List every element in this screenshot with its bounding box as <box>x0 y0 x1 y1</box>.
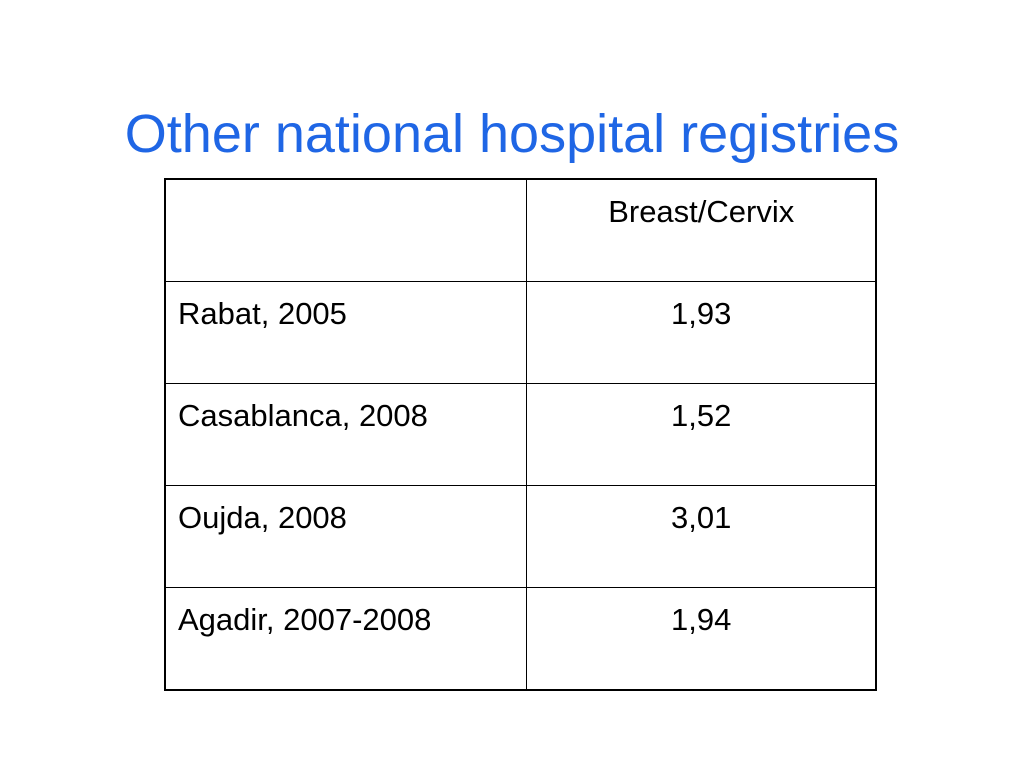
row-value-cell: 1,94 <box>526 587 878 691</box>
slide-title: Other national hospital registries <box>124 104 900 165</box>
row-value: 1,52 <box>671 398 732 433</box>
row-label: Casablanca, 2008 <box>178 398 428 433</box>
column-header-breast-cervix: Breast/Cervix <box>608 194 795 229</box>
row-label-cell: Oujda, 2008 <box>164 485 528 588</box>
row-label: Agadir, 2007-2008 <box>178 602 432 637</box>
table-corner-text <box>166 180 526 194</box>
row-value-cell: 3,01 <box>526 485 878 588</box>
registry-table: Breast/Cervix Rabat, 2005 1,93 Casablanc… <box>164 178 878 691</box>
row-label-cell: Casablanca, 2008 <box>164 383 528 486</box>
table-row: Oujda, 2008 3,01 <box>164 485 878 588</box>
row-value: 1,93 <box>671 296 732 331</box>
table-row: Casablanca, 2008 1,52 <box>164 383 878 486</box>
row-value-cell: 1,93 <box>526 281 878 384</box>
table-corner-cell <box>164 178 528 282</box>
table-column-header: Breast/Cervix <box>526 178 878 282</box>
row-label-cell: Rabat, 2005 <box>164 281 528 384</box>
row-value: 1,94 <box>671 602 732 637</box>
table-header-row: Breast/Cervix <box>164 178 878 282</box>
row-label: Oujda, 2008 <box>178 500 347 535</box>
row-label: Rabat, 2005 <box>178 296 347 331</box>
row-value-cell: 1,52 <box>526 383 878 486</box>
row-value: 3,01 <box>671 500 732 535</box>
row-label-cell: Agadir, 2007-2008 <box>164 587 528 691</box>
table-row: Rabat, 2005 1,93 <box>164 281 878 384</box>
table-row: Agadir, 2007-2008 1,94 <box>164 587 878 691</box>
